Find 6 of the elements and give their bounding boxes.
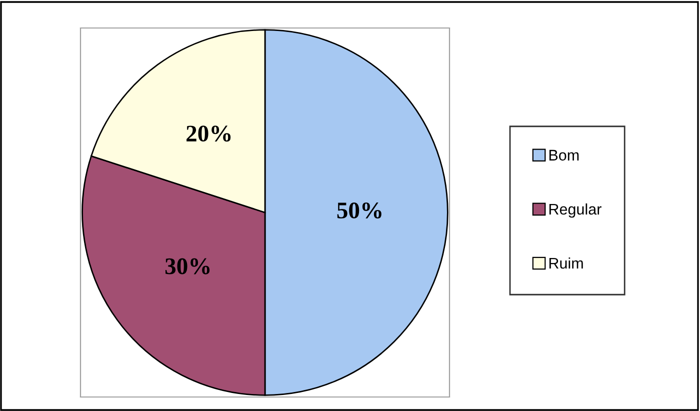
data-label: 50% xyxy=(337,202,382,218)
legend-label: Bom xyxy=(549,150,579,161)
legend-label: Regular xyxy=(549,203,602,218)
data-label: 20% xyxy=(186,126,231,142)
data-label: 30% xyxy=(165,258,210,274)
legend-label: Ruim xyxy=(549,257,583,269)
